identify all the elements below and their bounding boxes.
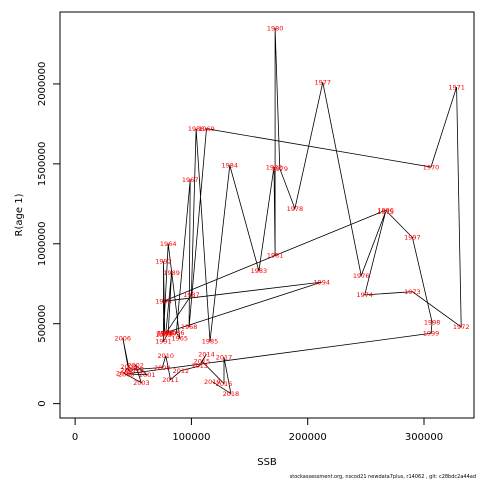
footer-note: stockassessment.org, nscod21 newdata7plu… <box>290 474 476 480</box>
point-label-1974: 1974 <box>356 291 373 299</box>
point-label-1992: 1992 <box>155 258 172 266</box>
point-label-1977: 1977 <box>315 79 332 87</box>
x-tick-label: 100000 <box>172 432 210 443</box>
point-label-1987: 1987 <box>183 291 200 299</box>
y-tick-label: 0 <box>37 400 48 406</box>
point-label-1967: 1967 <box>182 176 199 184</box>
point-label-1996: 1996 <box>377 207 394 215</box>
point-label-1963: 1963 <box>155 331 172 339</box>
point-label-1972: 1972 <box>453 323 470 331</box>
point-label-1976: 1976 <box>353 272 370 280</box>
point-label-1989: 1989 <box>163 269 180 277</box>
point-label-2004: 2004 <box>116 370 133 378</box>
point-label-2015: 2015 <box>194 358 211 366</box>
point-label-2008: 2008 <box>127 366 144 374</box>
point-label-2005: 2005 <box>120 363 137 371</box>
x-tick-label: 300000 <box>405 432 443 443</box>
point-label-2006: 2006 <box>115 334 132 342</box>
x-axis: 0 100000 200000 300000 <box>72 417 443 443</box>
point-label-2000: 2000 <box>118 370 135 378</box>
x-axis-title: SSB <box>257 457 277 468</box>
point-label-1999: 1999 <box>423 330 440 338</box>
point-label-2001: 2001 <box>139 371 156 379</box>
point-label-1981: 1981 <box>267 251 284 259</box>
point-label-1964: 1964 <box>160 240 177 248</box>
point-label-1983: 1983 <box>251 267 268 275</box>
point-label-2018: 2018 <box>223 390 240 398</box>
point-label-1995: 1995 <box>155 298 172 306</box>
point-label-1980: 1980 <box>267 24 284 32</box>
point-label-1982: 1982 <box>266 163 283 171</box>
point-label-2013: 2013 <box>191 362 208 370</box>
point-label-1975: 1975 <box>377 208 394 216</box>
point-label-1990: 1990 <box>160 330 177 338</box>
point-label-1994: 1994 <box>313 278 330 286</box>
point-label-1971: 1971 <box>448 83 465 91</box>
point-label-2012: 2012 <box>173 367 190 375</box>
point-label-2010: 2010 <box>158 352 175 360</box>
point-label-1984: 1984 <box>222 162 239 170</box>
point-label-2016: 2016 <box>216 380 233 388</box>
point-label-1979: 1979 <box>272 165 289 173</box>
point-label-1970: 1970 <box>423 163 440 171</box>
point-label-2009: 2009 <box>154 364 171 372</box>
connecting-lines <box>122 27 462 395</box>
point-label-1986: 1986 <box>188 125 205 133</box>
point-label-2003: 2003 <box>133 379 150 387</box>
point-label-1965: 1965 <box>172 335 189 343</box>
point-label-1978: 1978 <box>287 205 304 213</box>
point-label-2014: 2014 <box>198 350 215 358</box>
point-label-1969: 1969 <box>198 125 215 133</box>
y-tick-label: 1000000 <box>37 222 48 267</box>
x-tick-label: 200000 <box>289 432 327 443</box>
point-label-1993: 1993 <box>156 329 173 337</box>
point-label-1985: 1985 <box>202 338 219 346</box>
point-label-2011: 2011 <box>162 376 179 384</box>
y-tick-label: 500000 <box>37 305 48 343</box>
point-label-2017: 2017 <box>216 354 233 362</box>
y-axis: 0 500000 1000000 1500000 2000000 <box>37 62 61 407</box>
x-tick-label: 0 <box>72 432 78 443</box>
point-label-1997: 1997 <box>404 234 421 242</box>
point-label-2019: 2019 <box>204 378 221 386</box>
point-label-1998: 1998 <box>424 318 441 326</box>
point-label-1988: 1988 <box>158 330 175 338</box>
point-label-1973: 1973 <box>404 288 421 296</box>
y-tick-label: 1500000 <box>37 142 48 187</box>
y-tick-label: 2000000 <box>37 62 48 107</box>
point-label-1991: 1991 <box>155 338 172 346</box>
series-line <box>122 27 462 395</box>
point-label-2007: 2007 <box>120 367 137 375</box>
point-label-1968: 1968 <box>181 323 198 331</box>
y-axis-title: R(age 1) <box>14 193 25 236</box>
point-label-2002: 2002 <box>127 362 144 370</box>
point-label-1966: 1966 <box>168 329 185 337</box>
